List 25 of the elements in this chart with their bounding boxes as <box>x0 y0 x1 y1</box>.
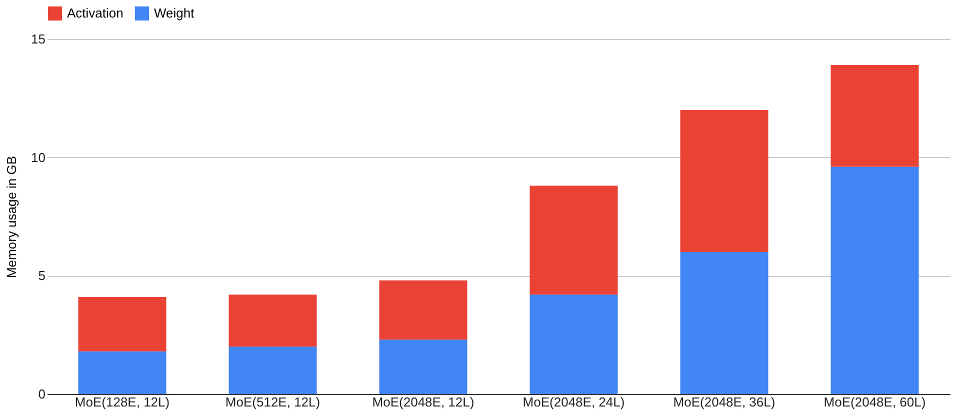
bar <box>78 351 166 394</box>
bar <box>379 280 468 340</box>
x-tick-label: MoE(2048E, 36L) <box>673 394 776 410</box>
x-tick-label: MoE(2048E, 12L) <box>372 394 474 410</box>
bar <box>530 186 618 295</box>
y-tick-label: 5 <box>38 268 46 284</box>
bar <box>379 340 468 394</box>
bar <box>680 252 768 394</box>
x-tick-label: MoE(128E, 12L) <box>74 394 170 410</box>
x-tick-label: MoE(2048E, 60L) <box>824 394 926 410</box>
bar <box>228 346 317 394</box>
legend-label: Activation <box>67 5 124 20</box>
y-axis-title: Memory usage in GB <box>4 156 20 278</box>
bar <box>680 110 768 252</box>
bar <box>228 294 317 347</box>
bar <box>530 294 618 394</box>
bar <box>78 296 166 352</box>
bar <box>830 166 919 394</box>
x-tick-label: MoE(512E, 12L) <box>225 394 320 410</box>
y-tick-label: 15 <box>31 32 46 46</box>
bar <box>830 65 919 167</box>
x-tick-label: MoE(2048E, 24L) <box>522 394 625 410</box>
legend-label: Weight <box>154 5 195 20</box>
y-tick-label: 0 <box>38 386 46 402</box>
y-tick-label: 10 <box>31 150 46 165</box>
